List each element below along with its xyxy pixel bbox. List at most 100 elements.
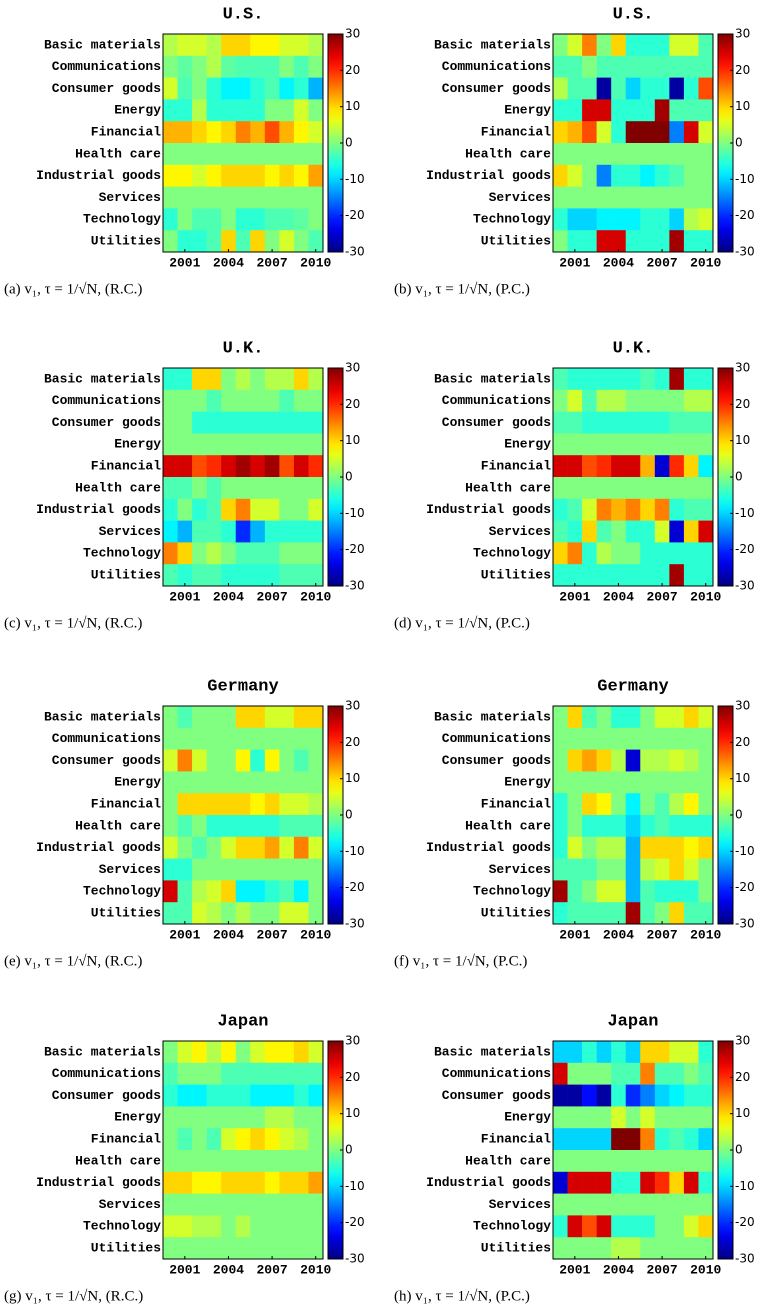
cell xyxy=(625,99,641,122)
cell xyxy=(567,34,583,57)
cell xyxy=(625,793,641,816)
cell xyxy=(611,1084,627,1107)
cell xyxy=(698,520,714,543)
cell xyxy=(192,564,207,587)
cell xyxy=(567,77,583,100)
cell xyxy=(553,1062,568,1085)
cell xyxy=(308,542,324,565)
cell xyxy=(250,564,266,587)
cell xyxy=(221,230,237,253)
cell xyxy=(698,1106,714,1129)
cell xyxy=(235,368,251,391)
cell xyxy=(553,1041,568,1064)
cell xyxy=(235,815,251,838)
row-label: Industrial goods xyxy=(426,168,551,183)
x-tick-label: 2010 xyxy=(300,1262,331,1277)
heatmap-frame xyxy=(162,1040,324,1260)
cell xyxy=(279,34,295,57)
row-label: Utilities xyxy=(481,234,551,249)
cell xyxy=(567,1106,583,1129)
colorbar-tick-label: 0 xyxy=(345,1143,353,1157)
cell xyxy=(683,411,699,434)
cell xyxy=(611,498,627,521)
cell xyxy=(250,143,266,166)
cell xyxy=(567,368,583,391)
cell xyxy=(582,34,597,57)
cell xyxy=(177,858,193,881)
cell xyxy=(640,498,656,521)
cell xyxy=(654,771,670,794)
cell xyxy=(235,164,251,187)
cell xyxy=(669,858,685,881)
cell xyxy=(611,55,627,78)
cell xyxy=(640,727,656,750)
cell xyxy=(206,34,222,57)
cell xyxy=(582,411,597,434)
cell xyxy=(683,1237,699,1260)
colorbar-tick-label: 30 xyxy=(345,1034,360,1048)
cell xyxy=(611,771,627,794)
cell xyxy=(206,411,222,434)
cell xyxy=(279,498,295,521)
cell xyxy=(669,455,685,478)
cell xyxy=(553,77,568,100)
cell xyxy=(611,749,627,772)
colorbar-tick-label: -10 xyxy=(735,844,755,858)
x-tick-label: 2010 xyxy=(690,255,721,270)
row-label: Technology xyxy=(83,546,161,561)
cell xyxy=(553,121,568,144)
cell xyxy=(308,520,324,543)
cell xyxy=(582,564,597,587)
cell xyxy=(625,208,641,231)
cell xyxy=(698,706,714,729)
cell xyxy=(192,836,207,859)
cell xyxy=(177,1237,193,1260)
row-label: Communications xyxy=(52,731,161,746)
cell xyxy=(250,727,266,750)
cell xyxy=(625,1062,641,1085)
colorbar-tick-label: -30 xyxy=(345,1252,365,1266)
cell xyxy=(596,411,612,434)
cell xyxy=(567,1171,583,1194)
cell xyxy=(669,771,685,794)
row-label: Services xyxy=(489,1197,552,1212)
cell xyxy=(293,477,309,500)
cell xyxy=(308,902,324,925)
cell xyxy=(279,477,295,500)
caption: (a) v₁, τ = 1/√N, (R.C.) xyxy=(4,281,142,297)
cell xyxy=(163,368,178,391)
cell xyxy=(293,455,309,478)
cell xyxy=(611,564,627,587)
cell xyxy=(221,880,237,903)
cell xyxy=(221,121,237,144)
cell xyxy=(221,520,237,543)
cell xyxy=(192,1193,207,1216)
cell xyxy=(654,55,670,78)
colorbar-tick-label: 20 xyxy=(735,63,750,77)
cell xyxy=(640,230,656,253)
row-label: Technology xyxy=(83,1219,161,1234)
cell xyxy=(279,121,295,144)
cell xyxy=(654,1193,670,1216)
colorbar-tick-label: 30 xyxy=(345,699,360,713)
cell xyxy=(553,164,568,187)
cell xyxy=(163,164,178,187)
cell xyxy=(308,208,324,231)
cell xyxy=(235,34,251,57)
cell xyxy=(640,858,656,881)
cell xyxy=(293,1215,309,1238)
cell xyxy=(567,520,583,543)
cell xyxy=(293,520,309,543)
cell xyxy=(192,230,207,253)
cell xyxy=(596,230,612,253)
row-label: Basic materials xyxy=(434,1044,551,1059)
row-label: Financial xyxy=(91,1132,161,1147)
cell xyxy=(235,793,251,816)
cell xyxy=(279,186,295,209)
cell xyxy=(654,520,670,543)
cell xyxy=(279,902,295,925)
colorbar-tick-label: 10 xyxy=(345,99,360,113)
cell xyxy=(553,815,568,838)
cell xyxy=(654,1084,670,1107)
cell xyxy=(264,186,280,209)
